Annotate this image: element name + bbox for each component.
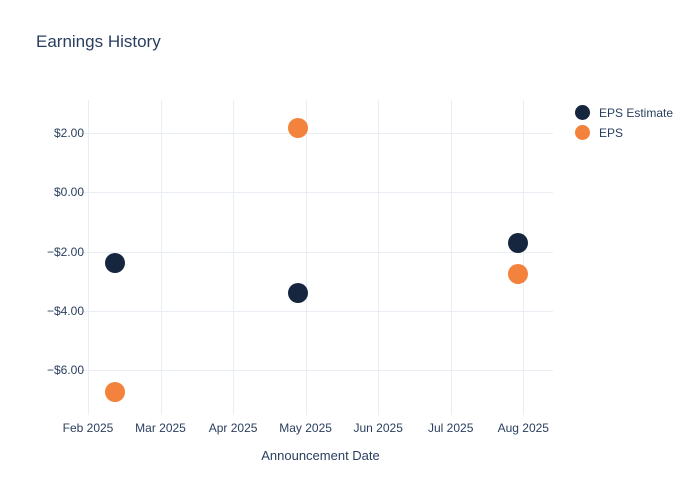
plot-area (78, 100, 553, 415)
horizontal-gridline (78, 370, 553, 372)
legend-item-eps-estimate[interactable]: EPS Estimate (575, 105, 673, 120)
vertical-gridline (160, 100, 162, 415)
vertical-gridline (88, 100, 89, 415)
x-axis-title: Announcement Date (261, 448, 380, 463)
eps-estimate-point[interactable] (104, 252, 125, 273)
y-tick-label: $2.00 (53, 125, 84, 140)
x-tick-label: Jun 2025 (353, 421, 403, 435)
horizontal-gridline (78, 311, 553, 312)
x-tick-label: Aug 2025 (497, 421, 549, 435)
vertical-gridline (378, 100, 380, 415)
eps-point[interactable] (288, 117, 309, 138)
eps-point[interactable] (104, 381, 125, 402)
x-tick-label: Apr 2025 (208, 421, 258, 435)
legend-label-eps-estimate: EPS Estimate (599, 105, 674, 120)
legend-item-eps[interactable]: EPS (575, 125, 673, 140)
y-tick-label: −$6.00 (46, 363, 84, 378)
x-tick-label: Feb 2025 (62, 421, 114, 435)
x-tick-label: May 2025 (279, 421, 332, 435)
horizontal-gridline (78, 132, 553, 134)
y-tick-label: −$2.00 (46, 244, 84, 259)
eps-estimate-point[interactable] (288, 282, 309, 303)
vertical-gridline (450, 100, 452, 415)
eps-point[interactable] (507, 263, 528, 284)
eps-estimate-point[interactable] (507, 232, 528, 253)
x-tick-label: Jul 2025 (428, 421, 474, 435)
y-tick-label: −$4.00 (46, 304, 84, 318)
chart-title: Earnings History (36, 32, 161, 51)
legend: EPS Estimate EPS (575, 105, 673, 145)
eps-estimate-swatch-icon (575, 105, 590, 120)
legend-label-eps: EPS (599, 125, 624, 140)
eps-swatch-icon (575, 125, 590, 140)
vertical-gridline (305, 100, 307, 415)
x-tick-label: Mar 2025 (135, 421, 186, 435)
vertical-gridline (233, 100, 235, 415)
vertical-gridline (523, 100, 525, 415)
horizontal-gridline (78, 251, 553, 253)
horizontal-gridline (78, 192, 553, 194)
y-tick-label: $0.00 (53, 185, 84, 200)
